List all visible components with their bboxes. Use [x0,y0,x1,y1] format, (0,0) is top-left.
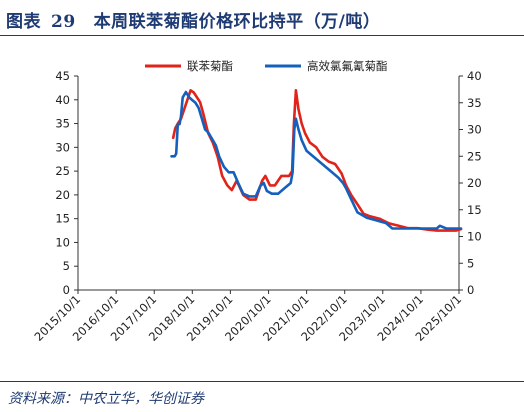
right-y-tick-label: 15 [467,203,482,217]
right-y-tick-label: 40 [467,69,482,83]
figure-caption: 本周联苯菊酯价格环比持平（万/吨） [93,12,381,32]
right-y-tick-label: 20 [467,176,482,190]
legend-label-1: 联苯菊酯 [187,59,233,73]
title-bar: 图表 29 本周联苯菊酯价格环比持平（万/吨） [0,0,524,36]
figure-label: 图表 [6,12,41,32]
left-y-tick-label: 35 [55,117,70,131]
footer-divider [0,381,524,382]
left-y-tick-label: 0 [63,283,70,297]
series-line-1 [171,88,463,232]
left-y-tick-label: 5 [63,259,70,273]
series-line-2 [170,90,463,230]
right-y-tick-label: 30 [467,123,482,137]
figure-number: 29 [51,12,76,32]
left-y-tick-label: 30 [55,140,70,154]
right-y-tick-label: 0 [467,283,474,297]
left-y-tick-label: 15 [55,212,70,226]
right-y-tick-label: 25 [467,149,482,163]
left-y-tick-label: 20 [55,188,70,202]
left-y-tick-label: 40 [55,93,70,107]
legend-label-2: 高效氯氟氰菊酯 [307,59,388,73]
source-note: 资料来源：中农立华，华创证券 [8,391,204,407]
line-chart: 05101520253035404505101520253035402015/1… [32,59,482,344]
figure-title: 图表 29 本周联苯菊酯价格环比持平（万/吨） [6,7,380,32]
right-y-tick-label: 35 [467,96,482,110]
right-y-tick-label: 10 [467,230,482,244]
left-y-tick-label: 25 [55,164,70,178]
left-y-tick-label: 45 [55,69,70,83]
left-y-tick-label: 10 [55,235,70,249]
right-y-tick-label: 5 [467,256,474,270]
